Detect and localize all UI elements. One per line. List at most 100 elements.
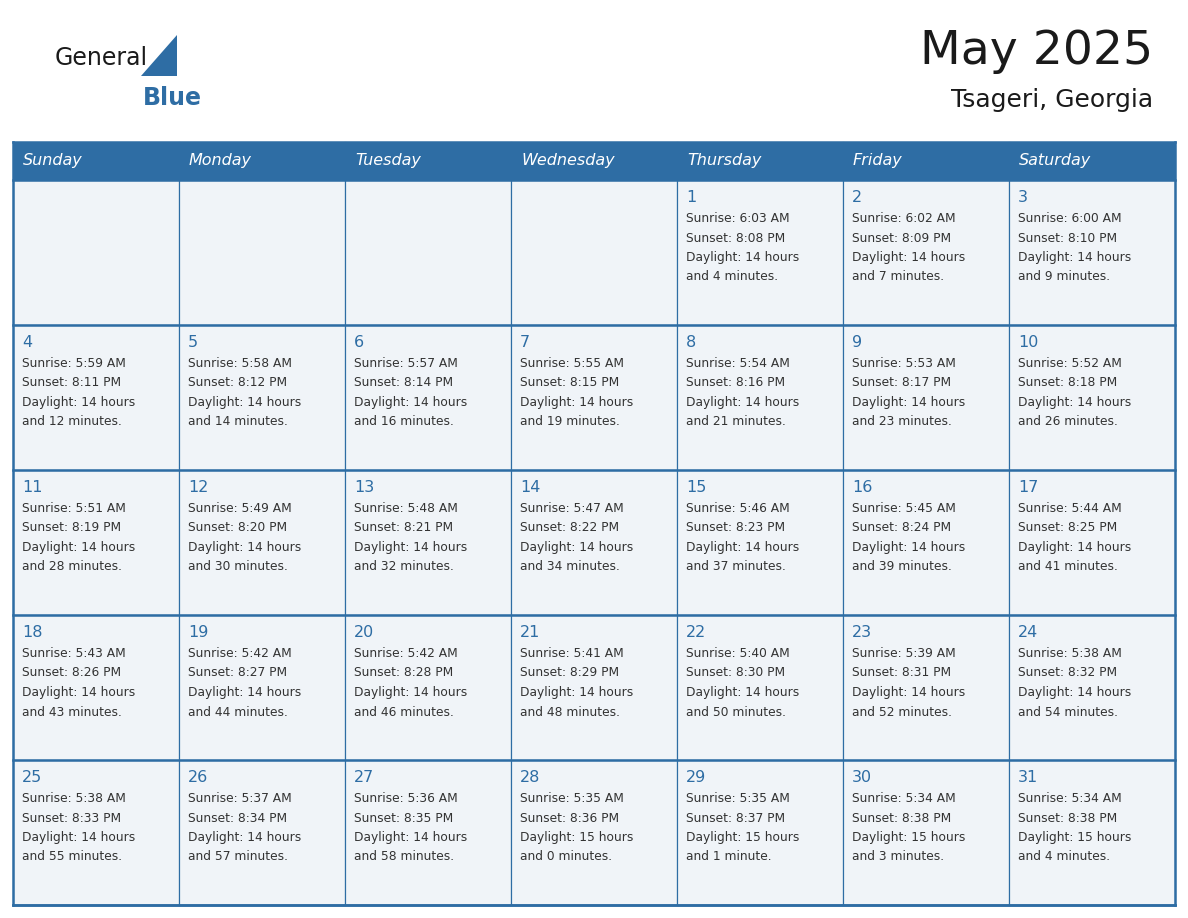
Text: Daylight: 14 hours: Daylight: 14 hours bbox=[520, 541, 633, 554]
Text: Sunrise: 5:59 AM: Sunrise: 5:59 AM bbox=[23, 357, 126, 370]
Text: Daylight: 14 hours: Daylight: 14 hours bbox=[23, 541, 135, 554]
Text: Sunrise: 5:37 AM: Sunrise: 5:37 AM bbox=[188, 792, 292, 805]
Text: Sunrise: 6:00 AM: Sunrise: 6:00 AM bbox=[1018, 212, 1121, 225]
Text: and 54 minutes.: and 54 minutes. bbox=[1018, 706, 1118, 719]
Text: 15: 15 bbox=[685, 480, 707, 495]
Text: and 37 minutes.: and 37 minutes. bbox=[685, 561, 786, 574]
FancyBboxPatch shape bbox=[1009, 470, 1175, 615]
Text: Daylight: 14 hours: Daylight: 14 hours bbox=[852, 396, 965, 409]
Text: Daylight: 14 hours: Daylight: 14 hours bbox=[685, 541, 800, 554]
Text: May 2025: May 2025 bbox=[920, 29, 1154, 74]
Text: Sunset: 8:29 PM: Sunset: 8:29 PM bbox=[520, 666, 619, 679]
Text: Daylight: 14 hours: Daylight: 14 hours bbox=[23, 686, 135, 699]
Text: Thursday: Thursday bbox=[687, 153, 762, 169]
Text: 13: 13 bbox=[354, 480, 374, 495]
Text: Sunrise: 5:38 AM: Sunrise: 5:38 AM bbox=[1018, 647, 1121, 660]
Text: Sunrise: 5:36 AM: Sunrise: 5:36 AM bbox=[354, 792, 457, 805]
Text: 10: 10 bbox=[1018, 335, 1038, 350]
Text: 19: 19 bbox=[188, 625, 208, 640]
Text: Sunrise: 5:42 AM: Sunrise: 5:42 AM bbox=[354, 647, 457, 660]
Text: 28: 28 bbox=[520, 770, 541, 785]
Text: Sunset: 8:38 PM: Sunset: 8:38 PM bbox=[1018, 812, 1117, 824]
Text: 25: 25 bbox=[23, 770, 43, 785]
Text: 21: 21 bbox=[520, 625, 541, 640]
Text: and 46 minutes.: and 46 minutes. bbox=[354, 706, 454, 719]
Text: 18: 18 bbox=[23, 625, 43, 640]
Text: Sunset: 8:11 PM: Sunset: 8:11 PM bbox=[23, 376, 121, 389]
FancyBboxPatch shape bbox=[179, 760, 345, 905]
Text: and 44 minutes.: and 44 minutes. bbox=[188, 706, 287, 719]
Text: Sunrise: 5:40 AM: Sunrise: 5:40 AM bbox=[685, 647, 790, 660]
FancyBboxPatch shape bbox=[345, 325, 511, 470]
Text: Sunset: 8:10 PM: Sunset: 8:10 PM bbox=[1018, 231, 1117, 244]
Text: Sunrise: 5:51 AM: Sunrise: 5:51 AM bbox=[23, 502, 126, 515]
Text: and 14 minutes.: and 14 minutes. bbox=[188, 416, 287, 429]
Text: 23: 23 bbox=[852, 625, 872, 640]
Text: Daylight: 14 hours: Daylight: 14 hours bbox=[354, 541, 467, 554]
Text: Sunset: 8:19 PM: Sunset: 8:19 PM bbox=[23, 521, 121, 534]
Text: and 58 minutes.: and 58 minutes. bbox=[354, 850, 454, 864]
FancyBboxPatch shape bbox=[345, 470, 511, 615]
Text: Sunrise: 6:03 AM: Sunrise: 6:03 AM bbox=[685, 212, 790, 225]
Text: and 55 minutes.: and 55 minutes. bbox=[23, 850, 122, 864]
Text: Sunset: 8:12 PM: Sunset: 8:12 PM bbox=[188, 376, 287, 389]
Text: and 23 minutes.: and 23 minutes. bbox=[852, 416, 952, 429]
Text: and 34 minutes.: and 34 minutes. bbox=[520, 561, 620, 574]
Text: and 1 minute.: and 1 minute. bbox=[685, 850, 772, 864]
Text: Sunrise: 5:46 AM: Sunrise: 5:46 AM bbox=[685, 502, 790, 515]
FancyBboxPatch shape bbox=[1009, 142, 1175, 180]
Text: Sunset: 8:37 PM: Sunset: 8:37 PM bbox=[685, 812, 785, 824]
Text: Sunrise: 5:58 AM: Sunrise: 5:58 AM bbox=[188, 357, 292, 370]
Text: Sunset: 8:35 PM: Sunset: 8:35 PM bbox=[354, 812, 454, 824]
Text: Sunrise: 5:34 AM: Sunrise: 5:34 AM bbox=[852, 792, 956, 805]
Text: Friday: Friday bbox=[853, 153, 903, 169]
Text: Daylight: 14 hours: Daylight: 14 hours bbox=[354, 396, 467, 409]
Text: Daylight: 14 hours: Daylight: 14 hours bbox=[852, 251, 965, 264]
Text: and 7 minutes.: and 7 minutes. bbox=[852, 271, 944, 284]
Text: Wednesday: Wednesday bbox=[522, 153, 614, 169]
Text: Sunrise: 5:35 AM: Sunrise: 5:35 AM bbox=[685, 792, 790, 805]
Text: Sunset: 8:16 PM: Sunset: 8:16 PM bbox=[685, 376, 785, 389]
FancyBboxPatch shape bbox=[13, 615, 179, 760]
Text: Sunrise: 5:39 AM: Sunrise: 5:39 AM bbox=[852, 647, 956, 660]
Text: Sunday: Sunday bbox=[23, 153, 83, 169]
Text: Sunrise: 5:54 AM: Sunrise: 5:54 AM bbox=[685, 357, 790, 370]
Text: Sunset: 8:18 PM: Sunset: 8:18 PM bbox=[1018, 376, 1117, 389]
Text: and 39 minutes.: and 39 minutes. bbox=[852, 561, 952, 574]
Text: 26: 26 bbox=[188, 770, 208, 785]
Text: Sunset: 8:15 PM: Sunset: 8:15 PM bbox=[520, 376, 619, 389]
FancyBboxPatch shape bbox=[511, 180, 677, 325]
Text: Sunrise: 5:43 AM: Sunrise: 5:43 AM bbox=[23, 647, 126, 660]
FancyBboxPatch shape bbox=[13, 760, 179, 905]
Text: Sunrise: 5:42 AM: Sunrise: 5:42 AM bbox=[188, 647, 292, 660]
Text: 9: 9 bbox=[852, 335, 862, 350]
Text: 1: 1 bbox=[685, 190, 696, 205]
Text: Sunrise: 5:55 AM: Sunrise: 5:55 AM bbox=[520, 357, 624, 370]
Text: Daylight: 14 hours: Daylight: 14 hours bbox=[1018, 686, 1131, 699]
Text: Daylight: 14 hours: Daylight: 14 hours bbox=[354, 831, 467, 844]
Text: 12: 12 bbox=[188, 480, 208, 495]
FancyBboxPatch shape bbox=[677, 325, 843, 470]
Text: 24: 24 bbox=[1018, 625, 1038, 640]
Text: Daylight: 14 hours: Daylight: 14 hours bbox=[188, 541, 302, 554]
Text: and 52 minutes.: and 52 minutes. bbox=[852, 706, 952, 719]
FancyBboxPatch shape bbox=[13, 142, 179, 180]
Text: and 50 minutes.: and 50 minutes. bbox=[685, 706, 786, 719]
Text: Sunset: 8:24 PM: Sunset: 8:24 PM bbox=[852, 521, 952, 534]
Text: Sunset: 8:27 PM: Sunset: 8:27 PM bbox=[188, 666, 287, 679]
Text: Sunrise: 5:44 AM: Sunrise: 5:44 AM bbox=[1018, 502, 1121, 515]
Text: Sunrise: 5:47 AM: Sunrise: 5:47 AM bbox=[520, 502, 624, 515]
Text: Sunrise: 5:41 AM: Sunrise: 5:41 AM bbox=[520, 647, 624, 660]
Text: Sunrise: 5:45 AM: Sunrise: 5:45 AM bbox=[852, 502, 956, 515]
Text: Sunset: 8:33 PM: Sunset: 8:33 PM bbox=[23, 812, 121, 824]
Text: Sunset: 8:17 PM: Sunset: 8:17 PM bbox=[852, 376, 952, 389]
Text: Monday: Monday bbox=[189, 153, 252, 169]
Text: and 0 minutes.: and 0 minutes. bbox=[520, 850, 612, 864]
Text: Sunset: 8:25 PM: Sunset: 8:25 PM bbox=[1018, 521, 1117, 534]
Text: Sunset: 8:31 PM: Sunset: 8:31 PM bbox=[852, 666, 952, 679]
Text: 3: 3 bbox=[1018, 190, 1028, 205]
Text: Daylight: 14 hours: Daylight: 14 hours bbox=[1018, 251, 1131, 264]
Text: and 28 minutes.: and 28 minutes. bbox=[23, 561, 122, 574]
Text: Saturday: Saturday bbox=[1019, 153, 1092, 169]
Text: Sunset: 8:09 PM: Sunset: 8:09 PM bbox=[852, 231, 952, 244]
